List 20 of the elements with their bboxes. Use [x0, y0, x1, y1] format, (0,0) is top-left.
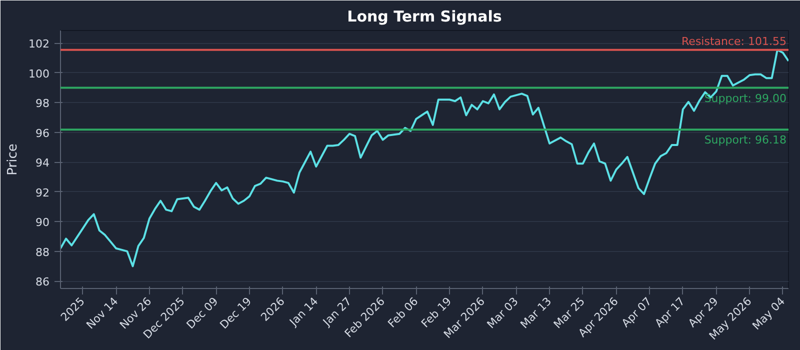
y-tick-label: 86: [36, 276, 50, 289]
ref-line-label: Support: 96.18: [704, 134, 787, 147]
y-tick-label: 88: [36, 246, 50, 259]
x-tick-label: Apr 07: [619, 294, 654, 330]
x-tick-label: Feb 06: [385, 294, 421, 330]
y-tick-label: 100: [28, 67, 50, 80]
y-tick-label: 90: [36, 216, 50, 230]
x-tick-label: Apr 17: [652, 294, 688, 330]
line-series: [60, 48, 788, 268]
y-tick-label: 92: [36, 186, 50, 200]
x-tick-label: Jan 14: [286, 294, 321, 330]
y-tick-label: 94: [36, 156, 50, 170]
y-axis-title: Price: [6, 144, 21, 176]
y-tick-label: 96: [36, 126, 50, 140]
ref-line-label: Support: 99.00: [704, 92, 787, 105]
y-tick-label: 102: [28, 38, 50, 51]
chart-title: Long Term Signals: [347, 8, 502, 26]
x-tick-label: Nov 14: [84, 294, 121, 332]
ref-line-label: Resistance: 101.55: [682, 34, 786, 48]
y-tick-label: 98: [36, 97, 50, 110]
